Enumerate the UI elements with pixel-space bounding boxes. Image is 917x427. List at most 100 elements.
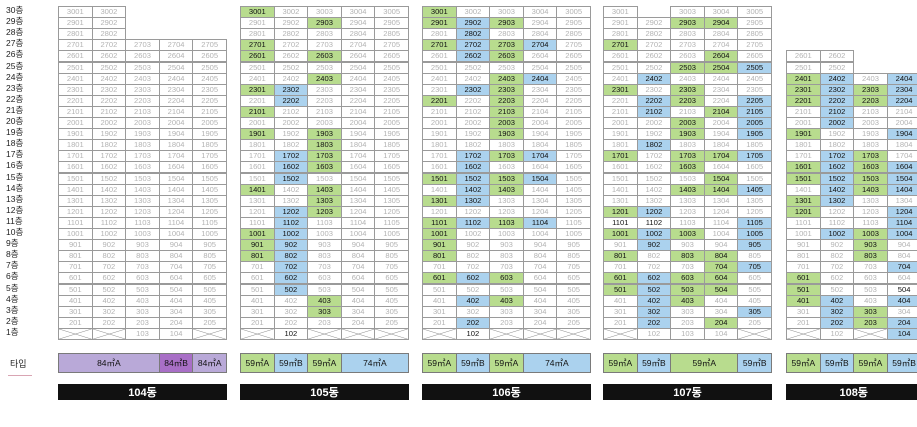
floor-label: 26층	[6, 49, 24, 60]
floor-label: 9층	[6, 238, 19, 249]
cross-icon	[59, 329, 92, 339]
unit-cell-unavailable[interactable]	[240, 327, 275, 340]
unit-type-cell: 84㎡A	[58, 353, 160, 373]
unit-cell[interactable]: 3002	[91, 6, 127, 19]
cross-icon	[738, 329, 771, 339]
unit-type-cell: 59㎡A	[307, 353, 342, 373]
unit-type-cell: 59㎡B	[737, 353, 772, 373]
floor-label: 27층	[6, 38, 24, 49]
unit-cell[interactable]: 1405	[192, 183, 227, 196]
unit-cell-unavailable[interactable]	[422, 327, 457, 340]
unit-cell-unavailable[interactable]	[786, 327, 821, 340]
unit-cell[interactable]: 102	[455, 327, 491, 340]
floor-label: 4층	[6, 293, 19, 304]
unit-cell-unavailable[interactable]	[58, 327, 93, 340]
floor-label: 28층	[6, 27, 24, 38]
unit-type-cell: 59㎡A	[603, 353, 638, 373]
building-label: 106동	[422, 384, 591, 400]
unit-cell-unavailable[interactable]	[340, 327, 376, 340]
cross-icon	[854, 329, 887, 339]
unit-cell[interactable]: 104	[703, 327, 739, 340]
unit-cell-unavailable[interactable]	[307, 327, 342, 340]
unit-cell[interactable]: 102	[273, 327, 309, 340]
floor-label: 12층	[6, 204, 24, 215]
floor-label: 20층	[6, 116, 24, 126]
unit-type-cell: 59㎡A	[422, 353, 457, 373]
unit-cell[interactable]: 104	[886, 327, 917, 340]
floor-label: 19층	[6, 127, 24, 138]
floor-label: 16층	[6, 160, 24, 171]
unit-cell[interactable]: 104	[158, 327, 194, 340]
unit-cell-unavailable[interactable]	[192, 327, 227, 340]
floor-label: 21층	[6, 104, 24, 115]
cross-icon	[604, 329, 637, 339]
unit-cell-unavailable[interactable]	[522, 327, 558, 340]
unit-cell-unavailable[interactable]	[556, 327, 591, 340]
floor-label: 24층	[6, 71, 24, 82]
unit-type-cell: 59㎡A	[670, 353, 739, 373]
floor-label: 5층	[6, 282, 19, 293]
type-row-label: 타입	[10, 359, 27, 369]
floor-label: 14층	[6, 182, 24, 193]
unit-cell[interactable]: 1205	[556, 205, 591, 218]
floor-label: 11층	[6, 215, 23, 226]
unit-cell-unavailable[interactable]	[737, 327, 772, 340]
floor-label: 13층	[6, 193, 24, 204]
cross-icon	[241, 329, 274, 339]
floor-label: 1층	[6, 326, 19, 337]
unit-cell-unavailable[interactable]	[374, 327, 409, 340]
cross-icon	[342, 329, 375, 339]
unit-cell[interactable]: 205	[737, 316, 772, 329]
type-row-underline	[8, 375, 32, 376]
floor-label: 7층	[6, 260, 19, 271]
unit-cell[interactable]: 1705	[737, 150, 772, 163]
unit-cell[interactable]: 102	[819, 327, 855, 340]
unit-cell-unavailable[interactable]	[853, 327, 888, 340]
unit-type-cell: 59㎡B	[819, 353, 855, 373]
unit-cell[interactable]: 102	[636, 327, 672, 340]
unit-cell[interactable]: 2502	[819, 61, 855, 74]
floor-label: 18층	[6, 138, 24, 149]
cross-icon	[557, 329, 590, 339]
building-label: 105동	[240, 384, 409, 400]
unit-cell[interactable]: 103	[670, 327, 705, 340]
unit-cell-unavailable[interactable]	[603, 327, 638, 340]
unit-type-cell: 59㎡B	[455, 353, 491, 373]
floor-label: 22층	[6, 93, 24, 104]
unit-type-cell: 74㎡A	[340, 353, 409, 373]
unit-cell[interactable]: 103	[125, 327, 160, 340]
unit-cell[interactable]: 1005	[192, 228, 227, 241]
floor-label: 29층	[6, 16, 24, 27]
cross-icon	[787, 329, 820, 339]
building-label: 108동	[786, 384, 917, 400]
unit-type-cell: 59㎡B	[273, 353, 309, 373]
building-label: 104동	[58, 384, 227, 400]
unit-type-cell: 74㎡A	[522, 353, 591, 373]
floor-label: 15층	[6, 171, 24, 182]
unit-cell-unavailable[interactable]	[489, 327, 524, 340]
floor-label: 3층	[6, 304, 19, 315]
unit-type-cell: 59㎡B	[636, 353, 672, 373]
cross-icon	[490, 329, 523, 339]
unit-cell-unavailable[interactable]	[91, 327, 127, 340]
cross-icon	[524, 329, 557, 339]
unit-type-cell: 59㎡A	[240, 353, 275, 373]
unit-type-cell: 59㎡A	[853, 353, 888, 373]
cross-icon	[308, 329, 341, 339]
cross-icon	[193, 329, 226, 339]
unit-type-cell: 84㎡A	[192, 353, 227, 373]
floor-label: 23층	[6, 82, 24, 93]
unit-type-cell: 59㎡B	[886, 353, 917, 373]
unit-type-cell: 59㎡A	[489, 353, 524, 373]
floor-label: 17층	[6, 149, 24, 160]
floor-label: 30층	[6, 5, 24, 15]
floor-label: 8층	[6, 249, 19, 260]
floor-label: 10층	[6, 227, 24, 237]
cross-icon	[93, 329, 126, 339]
unit-type-cell: 59㎡A	[786, 353, 821, 373]
floor-label: 2층	[6, 315, 19, 326]
floor-label: 25층	[6, 60, 24, 71]
unit-type-cell: 84㎡B	[158, 353, 194, 373]
floor-label: 6층	[6, 271, 19, 282]
